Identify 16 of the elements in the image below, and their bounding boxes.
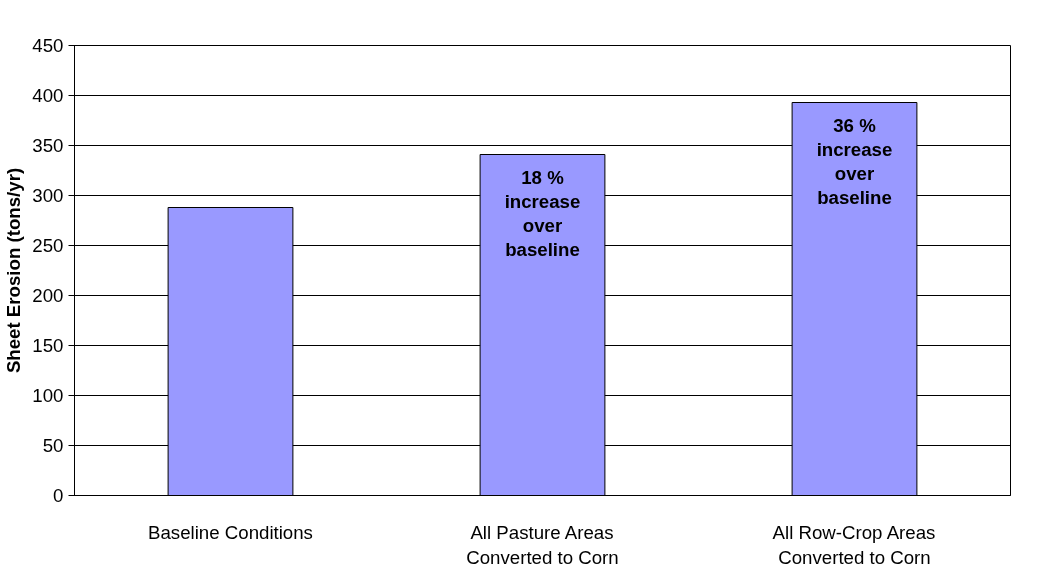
y-tick-label: 350 bbox=[32, 135, 64, 156]
y-tick-label: 450 bbox=[32, 35, 64, 56]
y-tick-label: 150 bbox=[32, 335, 64, 356]
y-tick-label: 250 bbox=[32, 235, 64, 256]
x-tick-label: All Pasture Areas Converted to Corn bbox=[466, 521, 619, 568]
x-tick-label: All Row-Crop Areas Converted to Corn bbox=[772, 521, 936, 568]
annotation: 36 % increase over baseline bbox=[816, 114, 893, 208]
y-tick-label: 50 bbox=[42, 435, 64, 456]
y-tick-label: 300 bbox=[32, 185, 64, 206]
y-tick-label: 0 bbox=[53, 485, 64, 506]
y-axis-title: Sheet Erosion (tons/yr) bbox=[3, 167, 25, 374]
x-tick-label: Baseline Conditions bbox=[148, 521, 313, 543]
y-tick-label: 400 bbox=[32, 85, 64, 106]
y-tick-label: 100 bbox=[32, 385, 64, 406]
y-tick-label: 200 bbox=[32, 285, 64, 306]
annotation: 18 % increase over baseline bbox=[504, 166, 581, 260]
